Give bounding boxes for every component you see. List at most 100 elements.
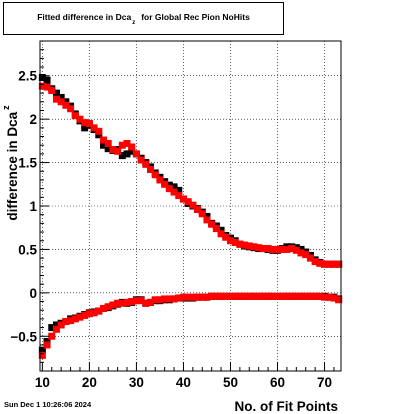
data-point: [156, 176, 164, 184]
timestamp: Sun Dec 1 10:26:06 2024: [4, 400, 92, 409]
data-point: [269, 245, 277, 253]
data-point: [330, 260, 338, 268]
data-point: [52, 325, 60, 333]
data-point: [194, 205, 202, 213]
data-point: [62, 101, 70, 109]
y-tick-label: 0.5: [18, 242, 37, 257]
x-tick-label: 30: [129, 375, 144, 390]
data-point: [259, 292, 267, 300]
y-tick-label: −0.5: [10, 329, 37, 344]
data-point: [288, 245, 296, 253]
data-point: [81, 124, 89, 132]
data-point: [264, 245, 272, 253]
data-point: [38, 346, 46, 354]
data-point: [52, 321, 60, 329]
y-tick-label: 1: [29, 199, 37, 214]
data-point: [212, 225, 220, 233]
data-point: [170, 183, 178, 191]
x-tick-label: 50: [223, 375, 238, 390]
y-tick-label: 2: [29, 112, 37, 127]
data-point: [165, 295, 173, 303]
data-point: [292, 246, 300, 254]
data-point: [142, 299, 150, 307]
data-point: [38, 82, 46, 90]
data-point: [123, 298, 131, 306]
data-point: [179, 195, 187, 203]
y-tick-label: 2.5: [18, 69, 37, 84]
series-0: [38, 73, 343, 268]
title-rest: for Global Rec Pion NoHits: [141, 12, 250, 22]
data-point: [67, 317, 75, 325]
data-point: [316, 292, 324, 300]
x-tick-label: 20: [82, 375, 97, 390]
data-point: [245, 292, 253, 300]
data-point: [325, 293, 333, 301]
data-point: [311, 258, 319, 266]
data-point: [156, 296, 164, 304]
data-point: [175, 192, 183, 200]
data-point: [189, 201, 197, 209]
data-point: [241, 241, 249, 249]
data-point: [226, 292, 234, 300]
data-point: [217, 230, 225, 238]
data-point: [330, 294, 338, 302]
data-point: [52, 95, 60, 103]
data-point: [194, 293, 202, 301]
data-point: [142, 160, 150, 168]
data-point: [48, 324, 56, 332]
x-tick-label: 60: [270, 375, 285, 390]
data-point: [123, 150, 131, 158]
data-point: [175, 294, 183, 302]
data-point: [123, 139, 131, 147]
data-point: [231, 238, 239, 246]
data-point: [147, 298, 155, 306]
data-point: [71, 112, 79, 120]
series-2: [38, 292, 343, 354]
data-point: [118, 299, 126, 307]
x-axis-label: No. of Fit Points: [235, 399, 339, 414]
data-point: [222, 292, 230, 300]
data-point: [48, 87, 56, 94]
title-main: Fitted difference in Dca: [37, 12, 132, 22]
data-point: [81, 119, 89, 127]
data-point: [250, 243, 258, 251]
data-point: [335, 260, 343, 268]
data-point: [292, 292, 300, 300]
data-point: [147, 166, 155, 174]
data-point: [208, 220, 216, 228]
data-point: [57, 93, 65, 101]
data-point: [255, 244, 263, 252]
data-point: [109, 146, 117, 154]
data-series: [38, 73, 343, 359]
data-point: [325, 260, 333, 268]
y-tick-label: 0: [29, 286, 37, 301]
data-point: [255, 292, 263, 300]
data-point: [306, 254, 314, 262]
data-point: [118, 141, 126, 149]
y-axis-label: difference in Dcaz: [1, 105, 20, 221]
data-point: [278, 292, 286, 300]
data-point: [95, 307, 103, 315]
data-point: [104, 303, 112, 311]
data-point: [184, 198, 192, 206]
data-point: [137, 156, 145, 164]
data-point: [85, 310, 93, 318]
data-point: [179, 293, 187, 301]
data-point: [278, 245, 286, 253]
data-point: [198, 293, 206, 301]
y-axis-label-sub: z: [1, 105, 11, 110]
data-point: [175, 186, 183, 194]
data-point: [283, 245, 291, 253]
data-point: [71, 315, 79, 323]
data-point: [212, 292, 220, 300]
data-point: [57, 98, 65, 106]
data-point: [236, 240, 244, 248]
data-point: [302, 251, 310, 259]
data-point: [104, 139, 112, 147]
x-tick-label: 70: [317, 375, 332, 390]
x-tick-label: 40: [176, 375, 191, 390]
data-point: [316, 259, 324, 267]
data-point: [283, 292, 291, 300]
x-tick-label: 10: [35, 375, 50, 390]
